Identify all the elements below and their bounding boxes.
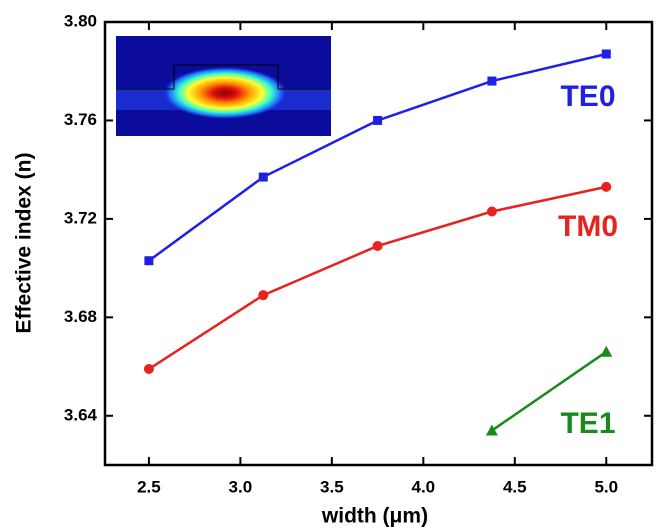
marker: [372, 240, 383, 251]
marker: [600, 345, 613, 357]
series-label: TM0: [558, 210, 618, 243]
x-tick-label: 4.5: [503, 477, 527, 496]
y-axis-title: Effective index (n): [13, 153, 36, 334]
marker: [601, 181, 612, 192]
y-tick-label: 3.76: [64, 110, 97, 129]
plot-frame: [103, 20, 654, 467]
series-line: [491, 350, 607, 432]
y-tick-label: 3.72: [64, 208, 97, 227]
marker: [485, 424, 498, 436]
marker: [486, 206, 497, 217]
x-tick-label: 4.0: [412, 477, 436, 496]
x-tick-label: 2.5: [137, 477, 161, 496]
marker: [601, 49, 611, 59]
y-tick-label: 3.80: [64, 11, 97, 30]
inset-mode-image: [116, 36, 331, 136]
x-tick-label: 3.0: [229, 477, 253, 496]
series-line: [148, 185, 607, 371]
series-label: TE1: [560, 407, 615, 440]
x-tick-label: 3.5: [320, 477, 344, 496]
marker: [258, 172, 268, 182]
y-tick-label: 3.64: [64, 405, 98, 424]
marker: [144, 256, 154, 266]
y-tick-label: 3.68: [64, 307, 97, 326]
marker: [373, 115, 383, 125]
marker: [487, 76, 497, 86]
marker: [258, 290, 269, 301]
series-label: TE0: [560, 80, 615, 113]
marker: [143, 364, 154, 375]
x-axis-title: width (μm): [321, 505, 428, 528]
x-tick-label: 5.0: [594, 477, 618, 496]
